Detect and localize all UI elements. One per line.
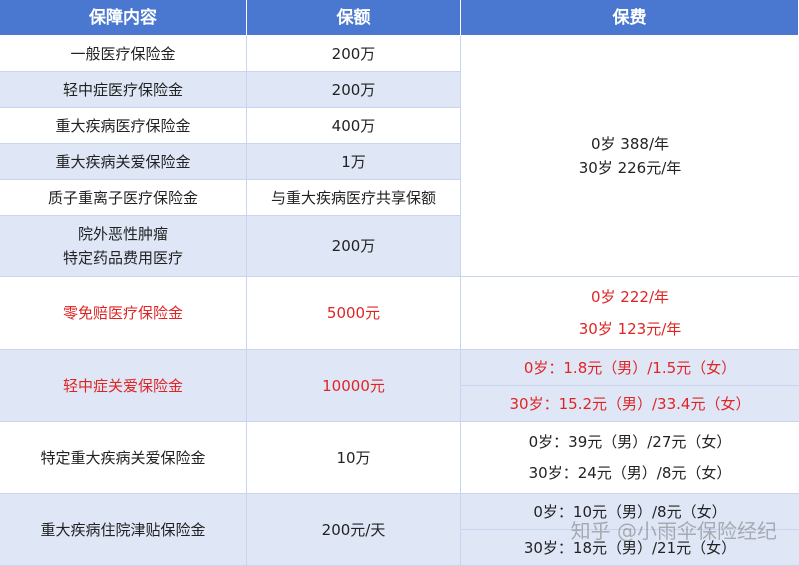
item-text: 重大疾病医疗保险金 [55,116,191,135]
item-text: 质子重离子医疗保险金 [47,188,198,207]
amount-cell: 10000元 [247,350,461,422]
premium-text: 30岁 123元/年 [578,320,682,338]
item-cell: 院外恶性肿瘤 特定药品费用医疗 [0,216,247,277]
watermark: 知乎 @小雨伞保险经纪 [570,519,777,543]
item-text: 轻中症医疗保险金 [62,80,183,99]
amount-cell: 200元/天 [247,494,461,566]
amount-cell: 5000元 [247,277,461,350]
item-text: 零免赔医疗保险金 [62,304,183,322]
item-cell: 一般医疗保险金 [0,36,247,72]
premium-text: 30岁：24元（男）/8元（女） [528,464,732,483]
item-cell: 零免赔医疗保险金 [0,277,247,350]
premium-cell: 0岁：39元（男）/27元（女） 30岁：24元（男）/8元（女） [461,422,799,494]
amount-cell: 200万 [247,72,461,108]
item-cell: 特定重大疾病关爱保险金 [0,422,247,494]
item-cell: 轻中症医疗保险金 [0,72,247,108]
premium-text: 0岁 222/年 [591,288,669,306]
amount-cell: 200万 [247,216,461,277]
item-text: 轻中症关爱保险金 [62,376,183,395]
header-cell: 保障内容 [0,0,247,36]
item-text: 重大疾病住院津贴保险金 [40,520,206,539]
premium-cell: 0岁：1.8元（男）/1.5元（女） 30岁：15.2元（男）/33.4元（女） [461,350,799,422]
premium-cell: 0岁 388/年 30岁 226元/年 [461,36,799,277]
item-text: 院外恶性肿瘤 [77,225,168,243]
item-cell: 重大疾病医疗保险金 [0,108,247,144]
premium-cell: 0岁：10元（男）/8元（女） 30岁：18元（男）/21元（女） [461,494,799,566]
premium-text: 30岁：18元（男）/21元（女） [461,529,799,565]
item-cell: 轻中症关爱保险金 [0,350,247,422]
header-cell: 保额 [247,0,461,36]
item-text: 一般医疗保险金 [70,44,176,63]
amount-cell: 200万 [247,36,461,72]
item-cell: 重大疾病住院津贴保险金 [0,494,247,566]
amount-cell: 10万 [247,422,461,494]
header-cell: 保费 [461,0,799,36]
item-cell: 质子重离子医疗保险金 [0,180,247,216]
item-cell: 重大疾病关爱保险金 [0,144,247,180]
premium-text: 0岁：39元（男）/27元（女） [528,432,732,451]
premium-text: 30岁 226元/年 [578,159,682,177]
item-text: 特定药品费用医疗 [62,249,183,267]
premium-text: 0岁 388/年 [591,135,669,153]
premium-cell: 0岁 222/年 30岁 123元/年 [461,277,799,350]
item-text: 重大疾病关爱保险金 [55,152,191,171]
premium-text: 0岁：10元（男）/8元（女） [533,502,727,521]
premium-text: 0岁：1.8元（男）/1.5元（女） [523,358,737,377]
item-text: 特定重大疾病关爱保险金 [40,448,206,467]
amount-cell: 与重大疾病医疗共享保额 [247,180,461,216]
amount-cell: 1万 [247,144,461,180]
amount-cell: 400万 [247,108,461,144]
premium-text: 30岁：15.2元（男）/33.4元（女） [461,385,799,421]
